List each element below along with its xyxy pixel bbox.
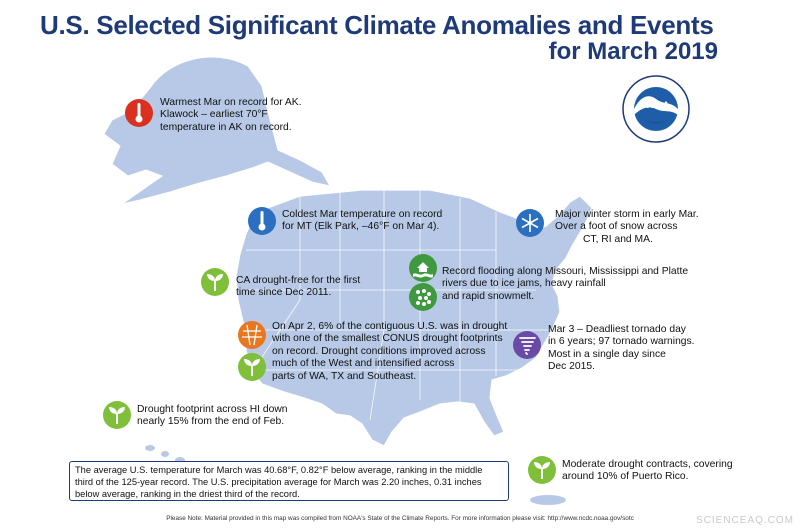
california-event-text: CA drought-free for the first time since… xyxy=(236,275,360,300)
rain-icon xyxy=(408,282,438,312)
hawaii-event-text: Drought footprint across HI down nearly … xyxy=(137,404,288,429)
alaska-line-1: Warmest Mar on record for AK. xyxy=(160,97,302,108)
flood-icon xyxy=(408,253,438,283)
footnote: Please Note: Material provided in this m… xyxy=(166,515,634,522)
puerto-rico-shape xyxy=(530,495,566,505)
plant-icon xyxy=(102,400,132,430)
flooding-line-3: and rapid snowmelt. xyxy=(442,290,535,302)
plant-icon xyxy=(527,455,557,485)
noaa-logo-text: NOAA xyxy=(643,100,670,110)
montana-event-text: Coldest Mar temperature on record for MT… xyxy=(282,209,442,234)
winter-storm-event-text: Major winter storm in early Mar. Over a … xyxy=(555,209,699,246)
flooding-line-1: Record flooding along Missouri, Mississi… xyxy=(442,266,689,277)
tornado-line-3: Most in a single day since xyxy=(548,348,666,360)
puerto-rico-event-text: Moderate drought contracts, covering aro… xyxy=(562,459,733,484)
conus-drought-line-4: much of the West and intensified across xyxy=(272,358,455,370)
alaska-line-3: temperature in AK on record. xyxy=(160,121,292,133)
winter-storm-line-3: CT, RI and MA. xyxy=(583,233,653,245)
puerto-rico-line-1: Moderate drought contracts, covering xyxy=(562,459,733,470)
puerto-rico-line-2: around 10% of Puerto Rico. xyxy=(562,471,689,483)
title-line-1: U.S. Selected Significant Climate Anomal… xyxy=(40,10,714,40)
plant-icon xyxy=(237,352,267,382)
title-line-2: for March 2019 xyxy=(548,38,718,65)
hawaii-line-2: nearly 15% from the end of Feb. xyxy=(137,416,285,428)
tornado-line-4: Dec 2015. xyxy=(548,361,595,373)
montana-line-2: for MT (Elk Park, –46°F on Mar 4). xyxy=(282,221,440,233)
conus-drought-line-2: with one of the smallest CONUS drought f… xyxy=(272,333,503,345)
california-line-2: time since Dec 2011. xyxy=(236,287,332,299)
hawaii-line-1: Drought footprint across HI down xyxy=(137,404,288,415)
summary-line-3: below average, ranking in the driest thi… xyxy=(75,489,300,499)
winter-storm-line-2: Over a foot of snow across xyxy=(555,221,678,233)
alaska-shape xyxy=(103,56,331,205)
tornado-line-1: Mar 3 – Deadliest tornado day xyxy=(548,324,686,335)
alaska-line-2: Klawock – earliest 70°F xyxy=(160,109,268,121)
tornado-icon xyxy=(512,330,542,360)
flooding-line-2: rivers due to ice jams, heavy rainfall xyxy=(442,278,606,290)
alaska-event-text: Warmest Mar on record for AK. Klawock – … xyxy=(160,97,302,134)
tornado-line-2: in 6 years; 97 tornado warnings. xyxy=(548,336,695,348)
summary-line-1: The average U.S. temperature for March w… xyxy=(75,465,483,475)
montana-line-1: Coldest Mar temperature on record xyxy=(282,209,443,220)
noaa-logo-icon: NOAA xyxy=(622,75,690,143)
drought-icon xyxy=(237,320,267,350)
watermark: SCIENCEAQ.COM xyxy=(695,515,794,526)
tornado-event-text: Mar 3 – Deadliest tornado day in 6 years… xyxy=(548,324,695,374)
conus-drought-line-3: on record. Drought conditions improved a… xyxy=(272,345,486,357)
conus-drought-line-5: parts of WA, TX and Southeast. xyxy=(272,370,417,382)
thermometer-cold-icon xyxy=(247,206,277,236)
summary-line-2: third of the 125-year record. The U.S. p… xyxy=(75,477,482,487)
plant-icon xyxy=(200,267,230,297)
conus-drought-event-text: On Apr 2, 6% of the contiguous U.S. was … xyxy=(272,321,507,383)
conus-drought-line-1: On Apr 2, 6% of the contiguous U.S. was … xyxy=(272,321,508,332)
conus-shape xyxy=(235,189,593,447)
thermometer-hot-icon xyxy=(124,98,154,128)
california-line-1: CA drought-free for the first xyxy=(236,275,361,286)
snowflake-icon xyxy=(515,208,545,238)
flooding-event-text: Record flooding along Missouri, Mississi… xyxy=(442,266,688,303)
winter-storm-line-1: Major winter storm in early Mar. xyxy=(555,209,699,220)
summary-box: The average U.S. temperature for March w… xyxy=(69,461,509,501)
